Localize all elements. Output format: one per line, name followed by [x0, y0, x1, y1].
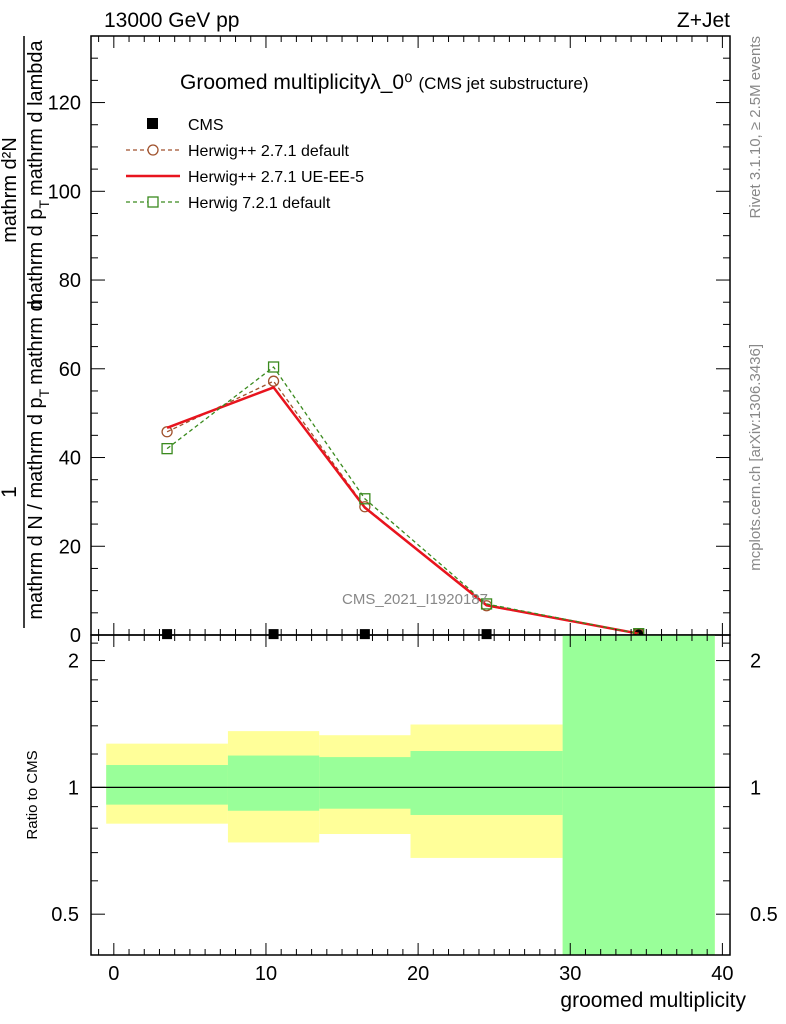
ratio-frame	[90, 634, 731, 956]
ratio-y-axis-label: Ratio to CMS	[24, 750, 41, 839]
legend-square-marker	[147, 196, 159, 208]
x-tick-label: 40	[711, 963, 733, 985]
herwig-721-default-marker	[480, 598, 493, 610]
ratio-panel: 0 10 20 30 40 0.5 0.5 1 1 2 2	[51, 634, 778, 985]
y-label-numerator: 1	[0, 486, 21, 498]
series-line-3	[166, 366, 639, 635]
main-y-tick-label: 20	[59, 536, 81, 558]
ratio-y-tick-label-right: 2	[750, 651, 761, 673]
main-y-tick-label: 80	[59, 270, 81, 292]
chart-subtitle: (CMS jet substructure)	[419, 74, 589, 93]
ratio-band-green-3	[410, 750, 563, 815]
x-tick-label: 0	[108, 963, 119, 985]
header-process-label: Z+Jet	[677, 9, 730, 32]
main-y-axis-label: 1 mathrm d N / mathrm d pTmathrm d mathr…	[0, 36, 52, 628]
y-label-d2n: mathrm d²N	[0, 137, 21, 243]
y-label-denominator: mathrm d N / mathrm d pTmathrm d	[25, 300, 52, 619]
y-label-second-numerator: mathrm d pTmathrm d lambda	[25, 39, 52, 309]
legend-cms-marker	[147, 118, 158, 129]
x-tick-label: 10	[255, 963, 277, 985]
x-tick-label: 30	[559, 963, 581, 985]
legend-entry-label: Herwig 7.2.1 default	[188, 195, 331, 212]
ratio-y-tick-label-left: 2	[68, 651, 79, 673]
legend-entry-label: Herwig++ 2.7.1 UE-EE-5	[188, 169, 364, 186]
main-y-tick-label: 0	[70, 625, 81, 647]
herwig-271-default-marker	[267, 375, 280, 387]
main-y-tick-label: 100	[48, 181, 81, 203]
ratio-y-tick-label-left: 1	[68, 777, 79, 799]
ratio-band-green-2	[319, 757, 411, 809]
legend-entry-label: CMS	[188, 117, 224, 134]
main-y-tick-label: 60	[59, 359, 81, 381]
herwig-721-default-marker	[161, 442, 173, 455]
cms-data-point	[162, 629, 173, 640]
x-axis-label: groomed multiplicity	[560, 989, 746, 1012]
ratio-y-tick-label-right: 0.5	[750, 904, 778, 926]
ratio-band-green-1	[227, 755, 320, 811]
cms-data-point	[359, 629, 370, 640]
chart-title: Groomed multiplicityλ_0⁰ (CMS jet substru…	[180, 71, 589, 94]
rivet-version-label: Rivet 3.1.10, ≥ 2.5M events	[747, 36, 764, 219]
header-beam-label: 13000 GeV pp	[104, 9, 239, 32]
herwig-271-default-marker	[359, 501, 371, 513]
cms-data-point	[481, 629, 492, 640]
mcplots-label: mcplots.cern.ch [arXiv:1306.3436]	[747, 344, 764, 571]
legend: CMS Herwig++ 2.7.1 default Herwig++ 2.7.1 …	[126, 117, 364, 212]
ratio-y-tick-label-right: 1	[750, 777, 761, 799]
ratio-band-green-4	[562, 635, 715, 955]
cms-data-point	[268, 629, 279, 640]
ratio-y-tick-label-left: 0.5	[51, 904, 79, 926]
main-panel: 0 20 40 60 80 100 120 Groomed multiplicityλ_0⁰…	[48, 35, 731, 647]
main-y-tick-label: 40	[59, 448, 81, 470]
legend-circle-marker	[147, 144, 159, 156]
legend-entry-label: Herwig++ 2.7.1 default	[188, 143, 350, 160]
analysis-label: CMS_2021_I1920187	[342, 591, 488, 608]
series-line-2	[166, 385, 639, 635]
herwig-721-default-marker	[359, 493, 371, 505]
ratio-band-green-0	[106, 765, 228, 805]
herwig-721-default-marker	[267, 361, 280, 373]
main-y-tick-label: 120	[48, 93, 81, 115]
cms-data-point	[633, 629, 644, 640]
x-tick-label: 20	[407, 963, 429, 985]
